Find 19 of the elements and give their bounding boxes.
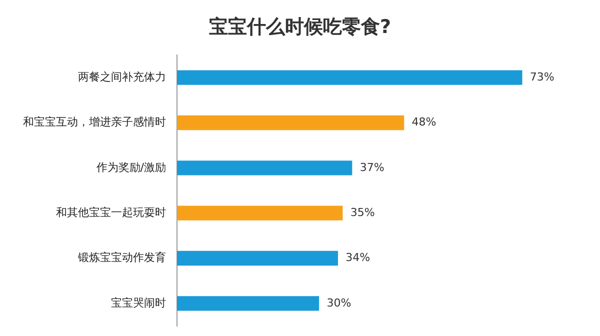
data-label: 35% bbox=[350, 206, 375, 219]
y-tick-label: 两餐之间补充体力 bbox=[78, 70, 166, 84]
data-label: 73% bbox=[530, 70, 554, 84]
bar bbox=[177, 70, 522, 85]
y-tick-label: 宝宝哭闹时 bbox=[111, 296, 166, 310]
chart-title: 宝宝什么时候吃零食? bbox=[208, 15, 392, 40]
bar bbox=[177, 115, 404, 130]
data-label: 34% bbox=[346, 251, 370, 264]
y-tick-label: 锻炼宝宝动作发育 bbox=[77, 251, 166, 264]
y-tick-label: 和宝宝互动，增进亲子感情时 bbox=[23, 116, 166, 129]
y-tick-label: 作为奖励/激励 bbox=[95, 160, 166, 174]
bar bbox=[177, 250, 338, 266]
data-label: 48% bbox=[412, 116, 436, 129]
bar bbox=[177, 206, 343, 220]
data-label: 30% bbox=[326, 296, 352, 310]
bar bbox=[177, 296, 320, 311]
y-tick-label: 和其他宝宝一起玩耍时 bbox=[56, 206, 166, 219]
bar bbox=[177, 160, 352, 176]
data-label: 37% bbox=[360, 160, 384, 174]
